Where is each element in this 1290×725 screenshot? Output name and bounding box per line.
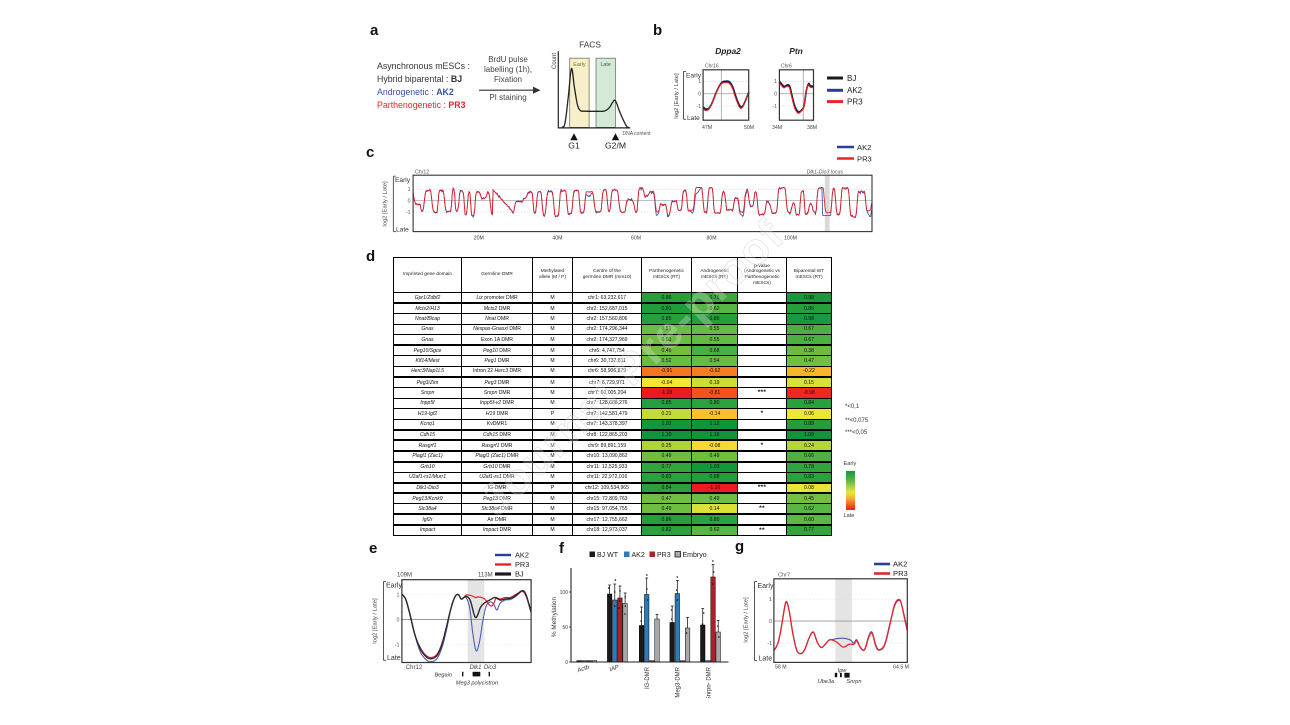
- svg-text:PR3: PR3: [657, 552, 671, 559]
- svg-text:PR3: PR3: [515, 560, 529, 569]
- svg-text:1: 1: [698, 79, 701, 85]
- svg-text:Actb: Actb: [576, 665, 591, 675]
- svg-text:58 M: 58 M: [775, 665, 787, 671]
- svg-text:0: 0: [408, 199, 411, 205]
- svg-text:0: 0: [565, 660, 568, 666]
- svg-text:G1: G1: [568, 141, 580, 151]
- svg-text:Dlk1: Dlk1: [469, 665, 481, 671]
- svg-text:log2 [Early / Late]: log2 [Early / Late]: [383, 181, 389, 227]
- svg-text:Late: Late: [396, 227, 409, 234]
- svg-text:IAP: IAP: [609, 665, 620, 674]
- svg-text:50: 50: [562, 625, 568, 631]
- svg-text:PR3: PR3: [857, 155, 872, 164]
- svg-text:log2 [Early / Late]: log2 [Early / Late]: [744, 597, 750, 643]
- svg-text:Chr12: Chr12: [415, 170, 429, 176]
- svg-text:Late: Late: [600, 62, 611, 68]
- svg-text:1: 1: [774, 79, 777, 85]
- svg-text:Ipw: Ipw: [838, 668, 848, 674]
- svg-text:AK2: AK2: [893, 560, 907, 569]
- svg-text:Early: Early: [686, 73, 702, 80]
- svg-text:-1: -1: [773, 104, 778, 110]
- svg-text:Early: Early: [386, 583, 402, 590]
- svg-text:0: 0: [698, 92, 701, 98]
- svg-text:Meg3 polycistron: Meg3 polycistron: [456, 681, 498, 687]
- svg-text:Late: Late: [759, 656, 773, 663]
- svg-text:Dio3: Dio3: [484, 665, 497, 671]
- svg-text:80M: 80M: [706, 236, 716, 242]
- svg-text:BJ: BJ: [515, 570, 524, 579]
- svg-text:64.5 M: 64.5 M: [893, 665, 909, 671]
- svg-text:Early: Early: [573, 62, 586, 68]
- svg-text:AK2: AK2: [847, 86, 863, 95]
- svg-text:100: 100: [560, 590, 569, 596]
- svg-text:% Methylation: % Methylation: [551, 596, 558, 637]
- svg-text:0: 0: [774, 92, 777, 98]
- svg-text:AK2: AK2: [632, 552, 645, 559]
- svg-text:Chr7: Chr7: [778, 573, 790, 579]
- svg-text:-1: -1: [406, 210, 411, 216]
- svg-text:BJ WT: BJ WT: [597, 552, 619, 559]
- svg-text:20M: 20M: [474, 236, 484, 242]
- svg-text:Ube3a: Ube3a: [818, 679, 834, 685]
- svg-text:FACS: FACS: [579, 40, 601, 50]
- svg-text:PR3: PR3: [847, 97, 863, 106]
- svg-text:Embryo: Embryo: [683, 552, 707, 559]
- svg-text:100M: 100M: [784, 236, 797, 242]
- svg-text:AK2: AK2: [857, 143, 871, 152]
- svg-text:50M: 50M: [744, 125, 754, 131]
- svg-text:1: 1: [408, 187, 411, 193]
- svg-text:Chr6: Chr6: [781, 64, 792, 70]
- svg-text:DNA content: DNA content: [623, 131, 652, 137]
- svg-text:1: 1: [397, 593, 400, 599]
- svg-text:40M: 40M: [552, 236, 562, 242]
- svg-text:Meg3-DMR: Meg3-DMR: [676, 666, 682, 697]
- svg-text:47M: 47M: [702, 125, 712, 131]
- svg-text:Chr12: Chr12: [406, 665, 423, 671]
- svg-text:113M: 113M: [478, 573, 493, 579]
- svg-text:0: 0: [769, 619, 772, 625]
- svg-text:Late: Late: [387, 655, 401, 662]
- svg-text:Snrpn: Snrpn: [847, 679, 862, 685]
- svg-text:IG-DMR: IG-DMR: [645, 666, 651, 689]
- svg-text:log2 [Early / Late]: log2 [Early / Late]: [373, 598, 379, 644]
- svg-text:Early: Early: [758, 583, 774, 590]
- svg-text:Snrpn- DMR: Snrpn- DMR: [707, 666, 713, 698]
- svg-text:Early: Early: [395, 177, 411, 184]
- svg-text:BJ: BJ: [847, 74, 856, 83]
- svg-text:AK2: AK2: [515, 551, 529, 560]
- svg-text:38M: 38M: [807, 125, 817, 131]
- svg-text:109M: 109M: [397, 573, 412, 579]
- svg-text:60M: 60M: [631, 236, 641, 242]
- svg-text:-1: -1: [395, 643, 400, 649]
- svg-text:Late: Late: [687, 115, 700, 122]
- svg-text:log2 [Early / Late]: log2 [Early / Late]: [674, 73, 680, 119]
- svg-text:1: 1: [769, 597, 772, 603]
- svg-text:0: 0: [397, 618, 400, 624]
- svg-text:Begain: Begain: [435, 673, 452, 679]
- svg-text:34M: 34M: [772, 125, 782, 131]
- svg-text:G2/M: G2/M: [605, 141, 626, 151]
- svg-text:-1: -1: [767, 641, 772, 647]
- svg-text:Chr16: Chr16: [705, 64, 719, 70]
- svg-text:Dlk1-Dio3 locus: Dlk1-Dio3 locus: [807, 170, 844, 176]
- svg-text:PR3: PR3: [893, 569, 908, 578]
- svg-text:-1: -1: [697, 104, 702, 110]
